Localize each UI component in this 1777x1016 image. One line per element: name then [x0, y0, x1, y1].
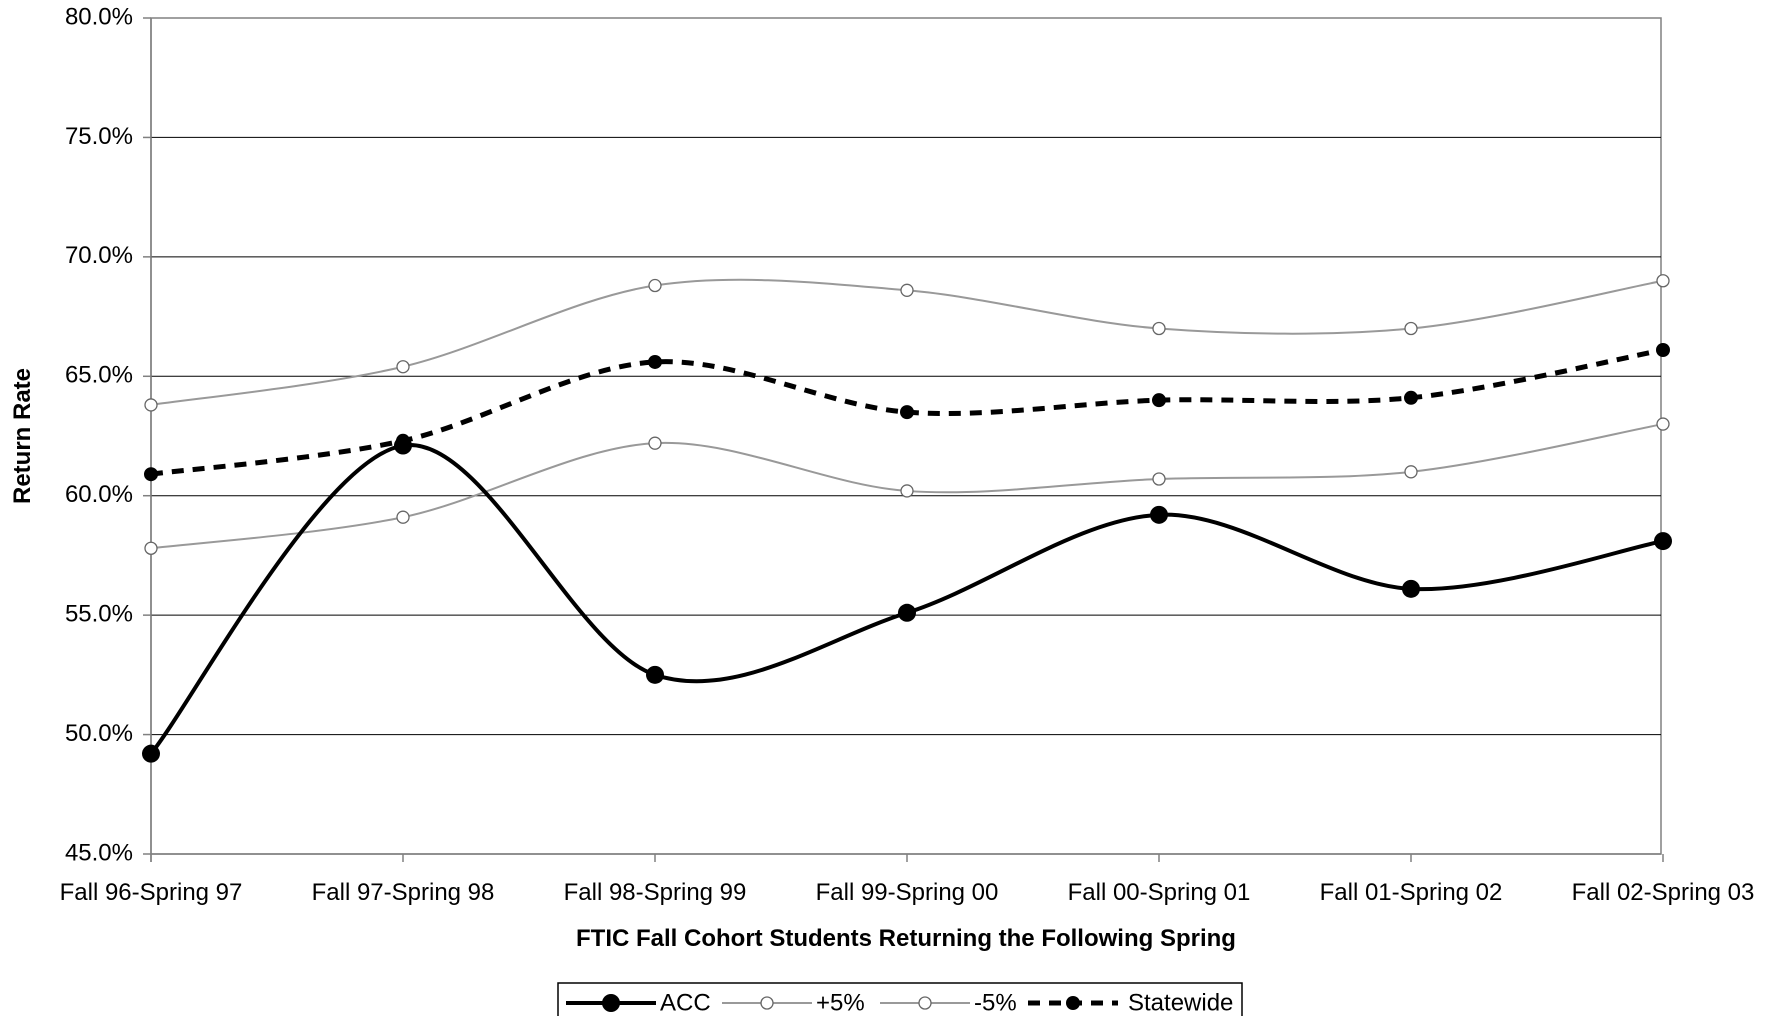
series-layer [142, 274, 1672, 763]
data-point [898, 603, 916, 622]
data-point [396, 510, 410, 524]
y-tick-label: 80.0% [65, 3, 133, 30]
legend-label: -5% [974, 989, 1017, 1016]
x-tick-label: Fall 98-Spring 99 [564, 879, 747, 906]
data-point [1152, 393, 1166, 408]
y-tick-label: 65.0% [65, 362, 133, 389]
legend-item-minus-5: -5% [880, 989, 1017, 1016]
data-point [394, 436, 412, 455]
series-minus-5 [144, 417, 1670, 555]
legend-item-acc: ACC [566, 989, 711, 1016]
data-point [1152, 321, 1166, 336]
data-point [144, 541, 158, 555]
data-point [900, 405, 914, 420]
x-tick-label: Fall 97-Spring 98 [312, 879, 495, 906]
data-point [646, 665, 664, 684]
series-plus-5 [144, 274, 1670, 412]
plot-area [150, 17, 1662, 855]
y-tick-label: 60.0% [65, 481, 133, 508]
y-axis: 45.0% 50.0% 55.0% 60.0% 65.0% 70.0% 75.0% 80.0% [65, 3, 152, 866]
legend-item-plus-5: +5% [722, 989, 865, 1016]
y-tick-label: 70.0% [65, 242, 133, 269]
x-tick-label: Fall 01-Spring 02 [1320, 879, 1503, 906]
data-point [396, 360, 410, 374]
x-axis: Fall 96-Spring 97 Fall 97-Spring 98 Fall 9… [60, 853, 1755, 906]
x-tick-label: Fall 00-Spring 01 [1068, 879, 1251, 906]
x-tick-label: Fall 99-Spring 00 [816, 879, 999, 906]
data-point [900, 283, 914, 297]
data-point [900, 484, 914, 498]
data-point [1404, 321, 1418, 336]
y-tick-label: 75.0% [65, 123, 133, 150]
data-point [1404, 390, 1418, 405]
data-point [144, 398, 158, 412]
y-axis-title: Return Rate [9, 368, 36, 504]
y-tick-label: 45.0% [65, 839, 133, 866]
legend-label: Statewide [1128, 989, 1233, 1016]
data-point [1404, 465, 1418, 479]
legend-marker [602, 994, 620, 1012]
data-point [648, 436, 662, 450]
data-point [1656, 417, 1670, 431]
series-acc [142, 436, 1672, 763]
y-tick-label: 55.0% [65, 600, 133, 627]
data-point [142, 744, 160, 763]
data-point [1152, 472, 1166, 486]
data-point [648, 278, 662, 293]
x-axis-title: FTIC Fall Cohort Students Returning the … [576, 925, 1236, 952]
legend-item-statewide: Statewide [1028, 989, 1233, 1016]
legend-marker [918, 996, 932, 1010]
legend: ACC +5% -5% Statewide [557, 982, 1243, 1016]
data-point [1402, 579, 1420, 598]
data-point [1656, 274, 1670, 288]
data-point [1656, 343, 1670, 358]
data-point [648, 354, 662, 369]
data-point [1150, 505, 1168, 524]
data-point [1654, 532, 1672, 551]
legend-marker [1066, 996, 1080, 1010]
x-tick-label: Fall 02-Spring 03 [1572, 879, 1755, 906]
legend-label: ACC [660, 989, 711, 1016]
legend-box [557, 982, 1243, 1016]
x-tick-label: Fall 96-Spring 97 [60, 879, 243, 906]
legend-marker [760, 996, 774, 1010]
data-point [144, 467, 158, 482]
legend-label: +5% [816, 989, 865, 1016]
y-tick-label: 50.0% [65, 720, 133, 747]
